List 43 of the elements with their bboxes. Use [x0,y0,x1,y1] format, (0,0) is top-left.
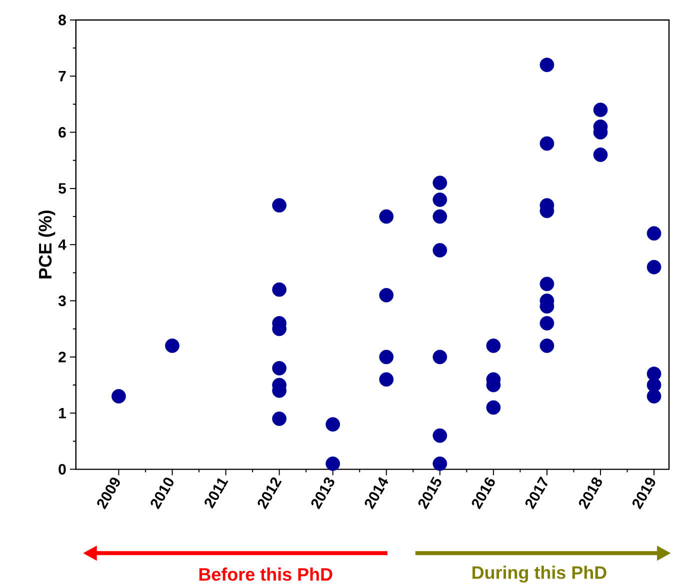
y-tick-label: 2 [58,352,66,362]
point [646,389,662,404]
point [432,456,448,471]
point [326,456,340,471]
y-axis-title: PCE (%) [38,210,56,278]
point [432,192,448,207]
point [379,288,394,302]
point [486,338,501,353]
point [272,282,286,297]
y-tick-label: 0 [58,464,66,475]
point [379,350,394,364]
y-tick-label: 5 [58,183,66,194]
y-tick-label: 1 [59,408,66,418]
point [272,360,286,376]
point [165,338,180,353]
point [646,260,662,274]
point [432,350,448,364]
point [432,176,448,190]
point [540,136,554,151]
text: During this PhD [472,566,606,582]
point [646,226,662,241]
point [272,411,286,426]
point [379,372,394,387]
point [540,58,554,72]
point [540,276,554,292]
point [540,316,554,330]
y-tick-label: 7 [58,70,66,82]
point [272,198,286,212]
point [432,209,448,224]
point [486,400,501,415]
y-tick-label: 8 [58,14,66,26]
y-tick-label: 4 [58,239,66,250]
point [112,389,126,404]
text: Before this PhD [199,567,332,581]
point [593,148,608,162]
point [432,428,448,443]
point [326,417,340,432]
point [379,209,394,224]
y-tick-label: 6 [58,126,66,138]
y-tick-label: 3 [58,295,66,306]
point [540,338,554,353]
point [593,102,608,117]
point [432,243,448,258]
